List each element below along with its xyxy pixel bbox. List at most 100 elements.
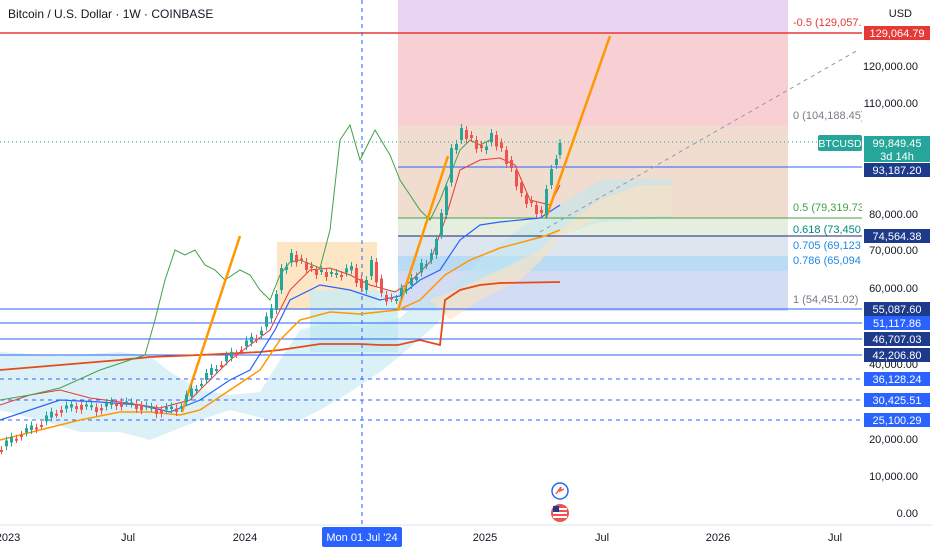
us-flag-icon[interactable] <box>551 504 569 522</box>
signal-line <box>0 157 561 409</box>
candle-body <box>230 351 233 358</box>
candle-body <box>80 405 83 410</box>
price-tick: 60,000.00 <box>869 283 918 295</box>
candle-body <box>450 148 453 183</box>
price-tag: 55,087.60 <box>873 304 922 316</box>
fib-label: 0 (104,188.45) <box>793 110 865 122</box>
candle-body <box>475 140 478 149</box>
candle-body <box>330 272 333 274</box>
price-tag-box <box>864 229 930 243</box>
candle-body <box>510 160 513 168</box>
time-axis[interactable]: 2023 Jul 2024 2025 Jul 2026 Jul <box>0 532 842 544</box>
candle-body <box>185 394 188 403</box>
candle-body <box>435 239 438 255</box>
price-tag: 74,564.38 <box>873 231 922 243</box>
candle-body <box>30 425 33 430</box>
candle-body <box>115 403 118 406</box>
candle-body <box>465 130 468 139</box>
candle-body <box>0 450 3 452</box>
sparkle-icon[interactable] <box>551 482 569 500</box>
currency-selector[interactable]: USD <box>888 8 912 20</box>
fib-labels: -0.5 (129,057. 0 (104,188.45) 0.5 (79,319.… <box>793 17 865 306</box>
time-tick: Jul <box>828 532 842 544</box>
candle-body <box>175 408 178 412</box>
candle-body <box>320 270 323 272</box>
candle-body <box>385 295 388 302</box>
price-tag: 129,064.79 <box>869 28 924 40</box>
price-tag-box <box>864 136 930 150</box>
candle-body <box>275 294 278 310</box>
candle-body <box>545 189 548 215</box>
crosshair-time-label-box <box>322 527 402 547</box>
candle-body <box>250 336 253 343</box>
price-tick: 120,000.00 <box>863 61 918 73</box>
price-tag-box <box>864 150 930 162</box>
candle-body <box>165 407 168 410</box>
price-tag: 42,206.80 <box>873 350 922 362</box>
candle-body <box>155 408 158 414</box>
candle-body <box>530 200 533 203</box>
candle-body <box>550 169 553 185</box>
candle-body <box>535 205 538 214</box>
price-tag-box <box>864 332 930 346</box>
candle-body <box>220 365 223 367</box>
price-tick: 0.00 <box>897 508 918 520</box>
ichimoku-cloud-bear <box>430 185 672 320</box>
fib-label: 0.786 (65,094. <box>793 255 864 267</box>
candle-body <box>325 272 328 277</box>
price-tag-box <box>864 372 930 386</box>
price-tag: 25,100.29 <box>873 415 922 427</box>
fib-label: -0.5 (129,057. <box>793 17 862 29</box>
price-tick: 10,000.00 <box>869 471 918 483</box>
candle-body <box>265 316 268 327</box>
candle-body <box>420 263 423 273</box>
candle-body <box>480 145 483 148</box>
candle-body <box>245 340 248 347</box>
candle-body <box>485 146 488 150</box>
candle-body <box>310 266 313 268</box>
candle-body <box>45 415 48 422</box>
price-tag-box <box>864 302 930 316</box>
price-tick: 20,000.00 <box>869 434 918 446</box>
price-axis[interactable] <box>862 0 932 525</box>
candle-body <box>210 368 213 375</box>
price-tag: 51,117.86 <box>873 318 921 330</box>
fib-zone-extension <box>398 0 788 32</box>
candle-body <box>140 405 143 411</box>
candle-body <box>345 268 348 273</box>
baseline-line <box>0 229 561 441</box>
candle-body <box>240 350 243 352</box>
time-tick: 2025 <box>473 532 497 544</box>
candle-body <box>215 369 218 371</box>
candle-body <box>35 427 38 430</box>
candle-body <box>15 438 18 441</box>
candle-body <box>380 278 383 293</box>
fib-label: 1 (54,451.02) <box>793 294 858 306</box>
candle-body <box>440 213 443 235</box>
weekly-ma-line <box>0 281 561 371</box>
price-tick: 80,000.00 <box>869 209 918 221</box>
candle-body <box>150 406 153 409</box>
candle-body <box>5 440 8 447</box>
candle-body <box>10 436 13 443</box>
trend-line-2025 <box>544 35 612 219</box>
candle-body <box>60 410 63 413</box>
time-tick: 2026 <box>706 532 730 544</box>
candle-body <box>270 308 273 319</box>
candle-body <box>400 288 403 295</box>
candle-body <box>260 330 263 335</box>
candle-body <box>395 299 398 301</box>
price-tag-box <box>864 413 930 427</box>
candle-body <box>55 413 58 416</box>
price-axis-ticks: 120,000.00 110,000.00 80,000.00 70,000.00 60… <box>863 61 918 520</box>
candle-body <box>505 150 508 164</box>
candle-body <box>370 260 373 276</box>
candle-body <box>225 355 228 362</box>
candle-body <box>520 182 523 193</box>
candle-body <box>125 401 128 404</box>
candle-body <box>285 266 288 270</box>
candle-body <box>495 135 498 147</box>
candle-body <box>20 435 23 437</box>
candle-body <box>95 407 98 412</box>
